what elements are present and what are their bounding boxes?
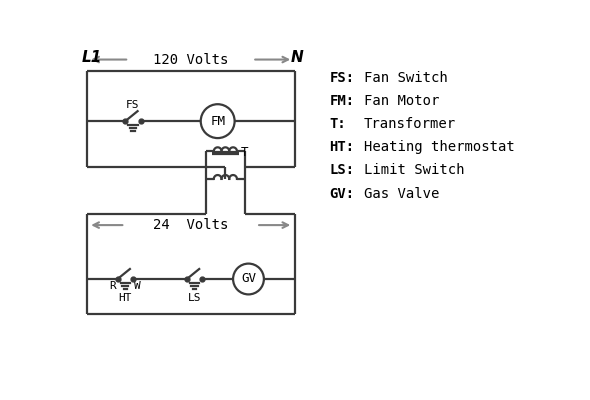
Text: T:: T: <box>329 117 346 131</box>
Text: Gas Valve: Gas Valve <box>364 186 440 201</box>
Text: GV:: GV: <box>329 186 355 201</box>
Text: FS: FS <box>125 100 139 110</box>
Text: N: N <box>291 50 304 64</box>
Text: HT: HT <box>119 293 132 303</box>
Text: LS: LS <box>188 293 201 303</box>
Text: T: T <box>241 146 248 159</box>
Text: GV: GV <box>241 272 256 286</box>
Text: FS:: FS: <box>329 71 355 85</box>
Text: HT:: HT: <box>329 140 355 154</box>
Text: L1: L1 <box>81 50 101 64</box>
Text: FM: FM <box>210 115 225 128</box>
Text: W: W <box>134 280 140 290</box>
Text: R: R <box>109 280 116 290</box>
Text: Heating thermostat: Heating thermostat <box>364 140 514 154</box>
Text: 24  Volts: 24 Volts <box>153 218 228 232</box>
Text: LS:: LS: <box>329 164 355 178</box>
Text: Fan Switch: Fan Switch <box>364 71 448 85</box>
Text: 120 Volts: 120 Volts <box>153 52 228 66</box>
Text: Transformer: Transformer <box>364 117 456 131</box>
Text: FM:: FM: <box>329 94 355 108</box>
Text: Fan Motor: Fan Motor <box>364 94 440 108</box>
Text: Limit Switch: Limit Switch <box>364 164 464 178</box>
